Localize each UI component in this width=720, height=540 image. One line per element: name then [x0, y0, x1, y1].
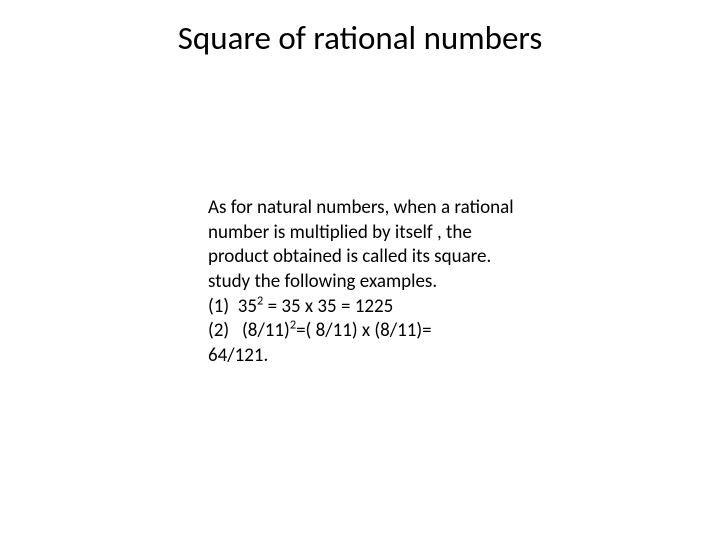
study-line: study the following examples. — [208, 270, 518, 295]
slide-body: As for natural numbers, when a rational … — [208, 196, 518, 369]
example-1: (1) 352 = 35 x 35 = 1225 — [208, 295, 518, 320]
intro-para: As for natural numbers, when a rational … — [208, 196, 518, 270]
example-2: (2) (8/11)2=( 8/11) x (8/11)= — [208, 319, 518, 344]
example-2-result: 64/121. — [208, 344, 518, 369]
slide-title: Square of rational numbers — [0, 18, 720, 58]
